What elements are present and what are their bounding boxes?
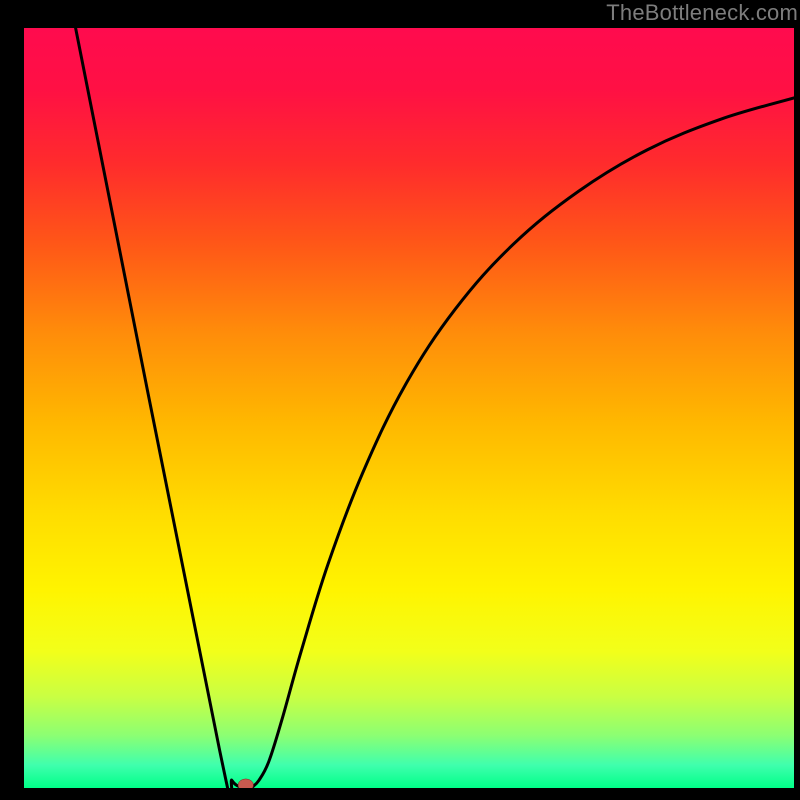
curve-layer [24, 28, 794, 788]
watermark-text: TheBottleneck.com [606, 0, 798, 26]
curve-left-segment [76, 28, 244, 788]
chart-frame: TheBottleneck.com [0, 0, 800, 800]
curve-right-segment [251, 98, 794, 788]
min-point-marker [238, 779, 253, 788]
plot-area [24, 28, 794, 788]
